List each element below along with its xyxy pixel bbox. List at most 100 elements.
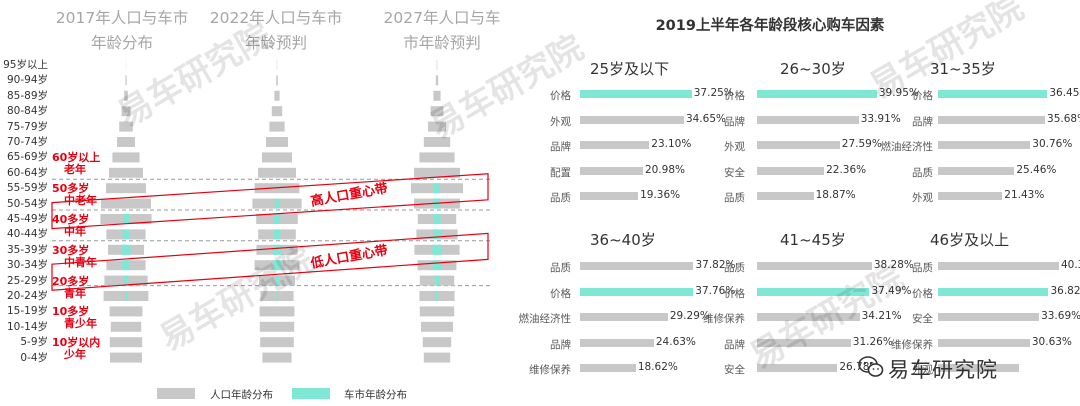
panel-3-bar <box>580 364 636 372</box>
age-group-note-5: 10多岁 青少年 <box>52 306 97 330</box>
legend-label-car: 车市年龄分布 <box>344 389 407 401</box>
pyramid-1-population-bar-16 <box>259 306 295 317</box>
panel-0-value-label: 19.36% <box>640 189 681 201</box>
age-group-note-line1: 10岁以内 <box>52 336 101 350</box>
panel-2-category-label: 价格 <box>912 90 933 102</box>
panel-4-category-label: 品牌 <box>724 338 745 351</box>
age-group-note-3: 30多岁 中青年 <box>52 243 97 269</box>
age-label: 85-89岁 <box>6 89 48 102</box>
panel-4-category-label: 价格 <box>724 287 745 300</box>
age-group-note-line1: 40多岁 <box>52 213 90 226</box>
panel-3-category-label: 品质 <box>550 262 571 274</box>
age-group-note-line2: 少年 <box>64 348 86 362</box>
age-group-note-2: 40多岁 中年 <box>52 214 89 238</box>
panel-1-category-label: 外观 <box>724 141 745 153</box>
panel-4-category-label: 安全 <box>724 364 745 376</box>
panel-2-category-label: 品质 <box>912 166 933 179</box>
pyramid-1-population-bar-6 <box>262 152 292 163</box>
age-label: 20-24岁 <box>6 290 48 302</box>
panel-4-value-label: 34.21% <box>861 310 902 322</box>
age-group-note-line1: 60岁以上 <box>52 151 101 165</box>
pyramid-0-car-bar-11 <box>122 229 130 240</box>
age-group-note-4: 20多岁 青年 <box>52 274 90 300</box>
pyramid-2-population-bar-2 <box>433 90 441 101</box>
panel-4-category-label: 品质 <box>724 262 745 274</box>
panel-1-bar <box>757 141 840 149</box>
pyramid-2-population-bar-5 <box>423 137 451 147</box>
age-group-note-line2: 中年 <box>64 225 86 238</box>
panel-1-value-label: 33.91% <box>860 112 901 125</box>
panel-3-bar <box>580 262 694 270</box>
panel-1-bar <box>757 115 859 124</box>
age-label: 70-74岁 <box>6 136 48 148</box>
pyramid-1-population-bar-2 <box>274 90 280 101</box>
pyramid-title-2017-line1: 2017年人口与车市 <box>55 9 189 27</box>
panel-0-value-label: 20.98% <box>644 163 685 176</box>
pyramid-2-car-bar-15 <box>435 291 439 301</box>
panel-0-bar <box>580 192 639 200</box>
panel-2-bar <box>938 115 1046 124</box>
pyramid-0-population-bar-6 <box>112 152 140 163</box>
brand-logo-text: 易车研究院 <box>888 358 998 382</box>
panel-5-category-label: 安全 <box>912 313 933 325</box>
panel-3-category-label: 价格 <box>550 287 571 300</box>
pyramid-2-population-bar-4 <box>428 121 446 132</box>
panel-title-4: 41~45岁 <box>780 231 846 249</box>
panel-3-value-label: 24.63% <box>655 335 696 348</box>
pyramid-0-population-bar-5 <box>117 137 135 147</box>
pyramid-2-population-bar-3 <box>430 106 444 117</box>
panel-5-bar <box>938 287 1049 296</box>
age-group-note-line1: 20多岁 <box>52 274 90 288</box>
pyramid-2-population-bar-18 <box>422 337 452 348</box>
panel-0-bar <box>580 90 692 98</box>
wechat-icon <box>858 356 884 377</box>
panel-title-1: 26~30岁 <box>780 60 846 78</box>
age-group-note-line1: 30多岁 <box>52 243 90 257</box>
pyramid-2-population-bar-19 <box>423 352 451 363</box>
panel-1-bar <box>757 90 877 98</box>
age-label: 30-34岁 <box>6 259 48 272</box>
age-group-note-0: 60岁以上 老年 <box>52 152 100 176</box>
age-label: 50-54岁 <box>6 197 48 210</box>
panel-5-category-label: 价格 <box>912 287 933 300</box>
panel-3-value-label: 29.29% <box>669 310 710 322</box>
age-group-note-line2: 中老年 <box>64 194 97 208</box>
pyramid-2-car-bar-13 <box>432 260 442 271</box>
panel-0-value-label: 37.25% <box>693 87 734 99</box>
age-label: 55-59岁 <box>6 182 48 195</box>
age-label: 95岁以上 <box>3 59 48 71</box>
panel-2-value-label: 36.45% <box>1049 87 1080 99</box>
pyramid-1-car-bar-10 <box>273 214 281 224</box>
age-label: 80-84岁 <box>6 105 48 118</box>
age-group-note-line1: 50多岁 <box>52 182 90 196</box>
panel-4-category-label: 维修保养 <box>703 313 745 325</box>
panel-1-value-label: 18.87% <box>815 189 856 201</box>
pyramid-2-population-bar-0 <box>436 60 438 70</box>
pyramid-2-car-bar-14 <box>434 275 440 286</box>
age-group-note-line1: 10多岁 <box>52 305 90 319</box>
pyramid-2-population-bar-7 <box>414 167 460 178</box>
panel-2-bar <box>938 90 1048 98</box>
panel-2-value-label: 21.43% <box>1004 189 1045 201</box>
pyramid-0-population-bar-19 <box>110 352 142 363</box>
panel-3-bar <box>580 338 654 347</box>
panel-3-value-label: 37.76% <box>695 284 736 297</box>
panel-1-category-label: 品质 <box>724 192 745 204</box>
age-label: 5-9岁 <box>20 336 48 349</box>
age-label: 35-39岁 <box>6 243 48 256</box>
panel-0-category-label: 配置 <box>550 166 571 179</box>
panel-5-value-label: 30.63% <box>1031 335 1072 348</box>
panel-1-bar <box>757 192 814 200</box>
pyramid-title-2017: 2017年人口与车市 年龄分布 <box>42 6 202 56</box>
pyramid-2-population-bar-17 <box>421 321 453 332</box>
pyramid-0-population-bar-18 <box>109 337 143 348</box>
pyramid-0-population-bar-17 <box>110 321 142 332</box>
pyramid-1-population-bar-18 <box>260 337 294 348</box>
pyramid-0-car-bar-15 <box>125 291 127 301</box>
panel-2-value-label: 30.76% <box>1032 138 1073 150</box>
pyramid-1-population-bar-19 <box>262 352 292 363</box>
panel-2-category-label: 品牌 <box>912 115 933 128</box>
panel-1-value-label: 22.36% <box>826 163 867 176</box>
panel-0-category-label: 品牌 <box>550 141 571 153</box>
pyramid-title-2027-line2: 市年龄预判 <box>403 34 481 52</box>
